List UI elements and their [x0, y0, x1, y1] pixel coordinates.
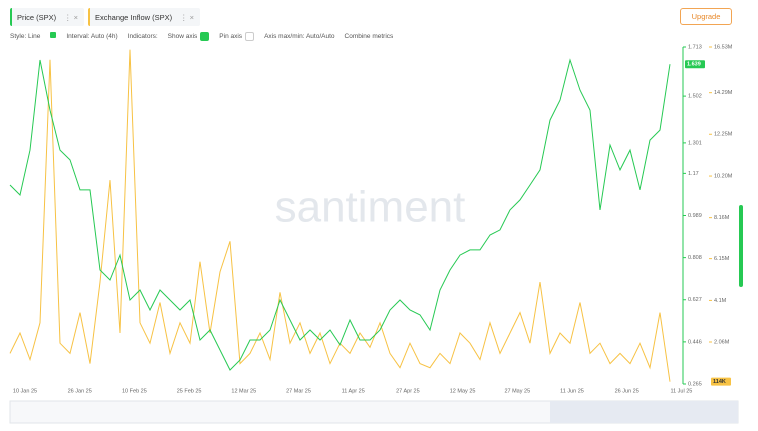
- series-line: [9, 49, 671, 382]
- option[interactable]: Style: Line: [10, 32, 41, 40]
- y-tick-label: 0.265: [688, 381, 702, 387]
- x-tick-label: 11 Apr 25: [342, 388, 365, 394]
- upgrade-button[interactable]: Upgrade: [680, 8, 732, 25]
- y2-tick-label: 8.16M: [714, 215, 730, 221]
- y2-tick-label: 2.06M: [714, 339, 730, 345]
- x-tick-label: 27 Apr 25: [396, 388, 420, 394]
- y2-tick-label: 6.15M: [714, 256, 730, 262]
- option[interactable]: Axis max/min: Auto/Auto: [264, 32, 335, 40]
- y2-tick-label: 4.1M: [714, 298, 727, 304]
- x-tick-label: 27 May 25: [504, 388, 530, 394]
- x-tick-label: 26 Jun 25: [615, 388, 639, 394]
- last-value-label: 114K: [713, 379, 726, 385]
- x-tick-label: 10 Feb 25: [122, 388, 147, 394]
- y2-tick-label: 10.20M: [714, 174, 733, 180]
- checkbox: [245, 31, 255, 41]
- option[interactable]: Combine metrics: [344, 32, 394, 40]
- option[interactable]: Indicators:: [127, 32, 158, 40]
- option[interactable]: Interval: Auto (4h): [66, 32, 118, 40]
- metric-chip[interactable]: Exchange Inflow (SPX) ⋮ ×: [88, 8, 200, 26]
- option-group[interactable]: Pin axis: [219, 31, 255, 41]
- x-tick-label: 27 Mar 25: [286, 388, 311, 394]
- last-value-badge: [685, 60, 705, 69]
- button-label: Upgrade: [691, 12, 721, 21]
- y-tick-label: 1.17: [688, 171, 699, 177]
- y-tick-label: 0.446: [688, 339, 702, 345]
- scroll-handle[interactable]: [739, 205, 743, 287]
- options-bar: Style: Line Interval: Auto (4h) Indicato…: [10, 30, 393, 42]
- checkbox: [200, 31, 210, 41]
- y2-tick-label: 16.53M: [714, 44, 733, 50]
- x-tick-label: 12 Mar 25: [231, 388, 256, 394]
- y2-tick-label: 12.25M: [714, 132, 733, 138]
- x-tick-label: 25 Feb 25: [177, 388, 202, 394]
- y2-tick-label: 14.29M: [714, 90, 733, 96]
- x-tick-label: 12 May 25: [450, 388, 476, 394]
- navigator-window[interactable]: [550, 401, 738, 423]
- y-tick-label: 1.502: [688, 94, 702, 100]
- option: Pin axis: [219, 32, 243, 40]
- option-group[interactable]: Show axis: [167, 31, 210, 41]
- y-tick-label: 0.808: [688, 255, 702, 261]
- last-value-badge: [711, 377, 731, 386]
- x-tick-label: 11 Jun 25: [560, 388, 584, 394]
- color-option[interactable]: [50, 32, 57, 40]
- x-tick-label: 10 Jan 25: [13, 388, 37, 394]
- y-tick-label: 1.301: [688, 140, 702, 146]
- option: Show axis: [167, 32, 198, 40]
- y-tick-label: 0.989: [688, 213, 702, 219]
- metric-label: Price (SPX): [17, 12, 57, 22]
- x-tick-label: 26 Jan 25: [68, 388, 92, 394]
- metric-label: Exchange Inflow (SPX): [95, 12, 173, 22]
- y-tick-label: 1.713: [688, 44, 702, 50]
- series-line: [9, 58, 671, 371]
- watermark: santiment: [275, 183, 466, 232]
- last-value-label: 1.639: [687, 62, 701, 68]
- y-tick-label: 0.627: [688, 297, 702, 303]
- metric-chip[interactable]: Price (SPX) ⋮ ×: [10, 8, 84, 26]
- x-tick-label: 11 Jul 25: [670, 388, 692, 394]
